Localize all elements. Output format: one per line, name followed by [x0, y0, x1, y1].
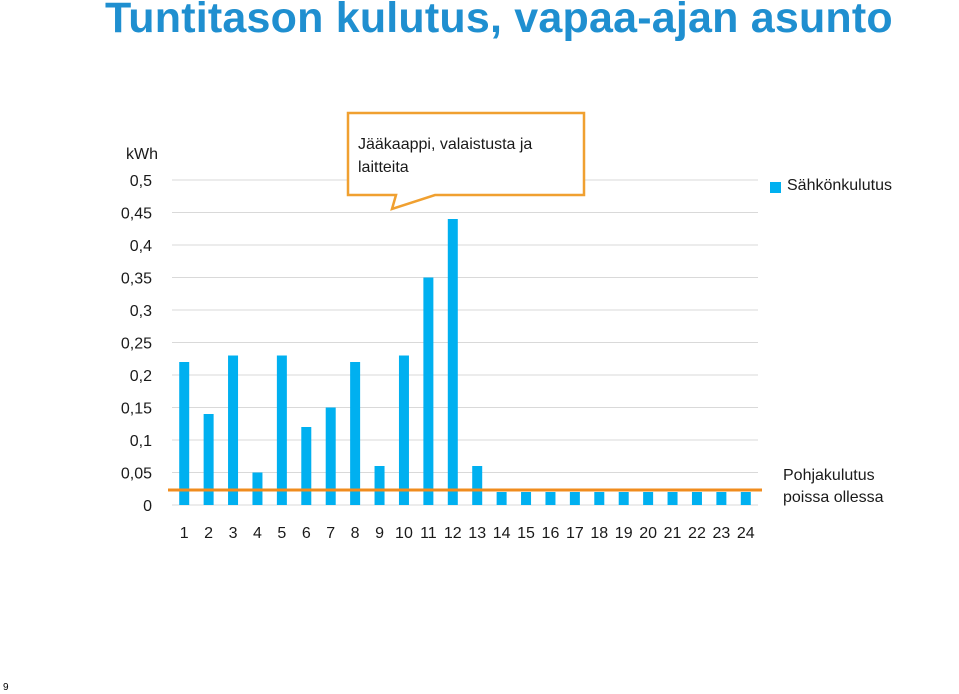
callout-box	[346, 111, 586, 211]
legend-label: Sähkönkulutus	[787, 177, 892, 194]
chart-bars	[179, 219, 751, 505]
y-axis-tick-labels: 0 0,05 0,1 0,15 0,2 0,25 0,3 0,35 0,4 0,45 0,5	[121, 173, 152, 515]
callout-line-1: Jääkaappi, valaistusta ja	[358, 136, 533, 153]
x-tick-label: 23	[712, 525, 730, 542]
bar-hour-21	[667, 492, 678, 505]
bar-hour-23	[716, 492, 727, 505]
y-tick-label: 0,25	[121, 336, 152, 353]
bar-hour-1	[179, 362, 190, 505]
y-tick-label: 0,05	[121, 466, 152, 483]
bar-hour-11	[423, 277, 434, 505]
chart-gridlines	[172, 179, 758, 506]
x-tick-label: 14	[493, 525, 511, 542]
bar-hour-10	[398, 355, 409, 505]
x-tick-label: 22	[688, 525, 706, 542]
bar-hour-8	[350, 362, 361, 505]
x-axis-tick-labels: 1 2 3 4 5 6 7 8 9 10 11 12 13 14 15 16 17 18 19 20 21 22 23 24	[180, 525, 755, 542]
callout-line-2: laitteita	[358, 159, 409, 176]
x-tick-label: 4	[253, 525, 262, 542]
x-tick-label: 19	[615, 525, 633, 542]
bar-hour-14	[496, 492, 507, 505]
baseline-note-line-2: poissa ollessa	[783, 489, 884, 506]
y-axis-label: kWh	[126, 146, 158, 163]
page-number: 9	[3, 682, 9, 693]
bar-hour-19	[618, 492, 629, 505]
y-tick-label: 0,35	[121, 271, 152, 288]
x-tick-label: 7	[326, 525, 335, 542]
bar-hour-18	[594, 492, 605, 505]
bar-hour-7	[325, 407, 336, 505]
x-tick-label: 20	[639, 525, 657, 542]
x-tick-label: 16	[542, 525, 560, 542]
x-tick-label: 17	[566, 525, 584, 542]
y-tick-label: 0,4	[130, 238, 152, 255]
bar-hour-9	[374, 466, 385, 505]
x-tick-label: 13	[468, 525, 486, 542]
baseline-note-line-1: Pohjakulutus	[783, 467, 875, 484]
bar-hour-20	[643, 492, 654, 505]
x-tick-label: 2	[204, 525, 213, 542]
x-tick-label: 5	[277, 525, 286, 542]
bar-hour-22	[691, 492, 702, 505]
y-tick-label: 0,1	[130, 433, 152, 450]
x-tick-label: 1	[180, 525, 189, 542]
y-tick-label: 0,45	[121, 206, 152, 223]
y-tick-label: 0,15	[121, 401, 152, 418]
x-tick-label: 10	[395, 525, 413, 542]
y-tick-label: 0,5	[130, 173, 152, 190]
baseline-note: Pohjakulutus poissa ollessa	[783, 465, 884, 509]
x-tick-label: 24	[737, 525, 755, 542]
x-tick-label: 8	[351, 525, 360, 542]
x-tick-label: 11	[420, 525, 437, 542]
bar-hour-2	[203, 414, 214, 505]
x-tick-label: 3	[229, 525, 238, 542]
bar-hour-6	[301, 427, 312, 505]
y-tick-label: 0,3	[130, 303, 152, 320]
bar-hour-12	[447, 219, 458, 505]
bar-hour-24	[740, 492, 751, 505]
bar-hour-15	[521, 492, 532, 505]
bar-hour-13	[472, 466, 483, 505]
x-tick-label: 9	[375, 525, 384, 542]
legend-swatch	[770, 182, 781, 193]
callout-text: Jääkaappi, valaistusta ja laitteita	[358, 133, 532, 179]
bar-hour-3	[228, 355, 239, 505]
x-tick-label: 21	[664, 525, 682, 542]
y-tick-label: 0,2	[130, 368, 152, 385]
x-tick-label: 12	[444, 525, 462, 542]
bar-hour-17	[569, 492, 580, 505]
x-tick-label: 18	[590, 525, 608, 542]
x-tick-label: 6	[302, 525, 311, 542]
bar-hour-5	[276, 355, 287, 505]
bar-hour-16	[545, 492, 556, 505]
y-tick-label: 0	[143, 498, 152, 515]
slide-title: Tuntitason kulutus, vapaa-ajan asunto	[105, 0, 893, 42]
x-tick-label: 15	[517, 525, 535, 542]
